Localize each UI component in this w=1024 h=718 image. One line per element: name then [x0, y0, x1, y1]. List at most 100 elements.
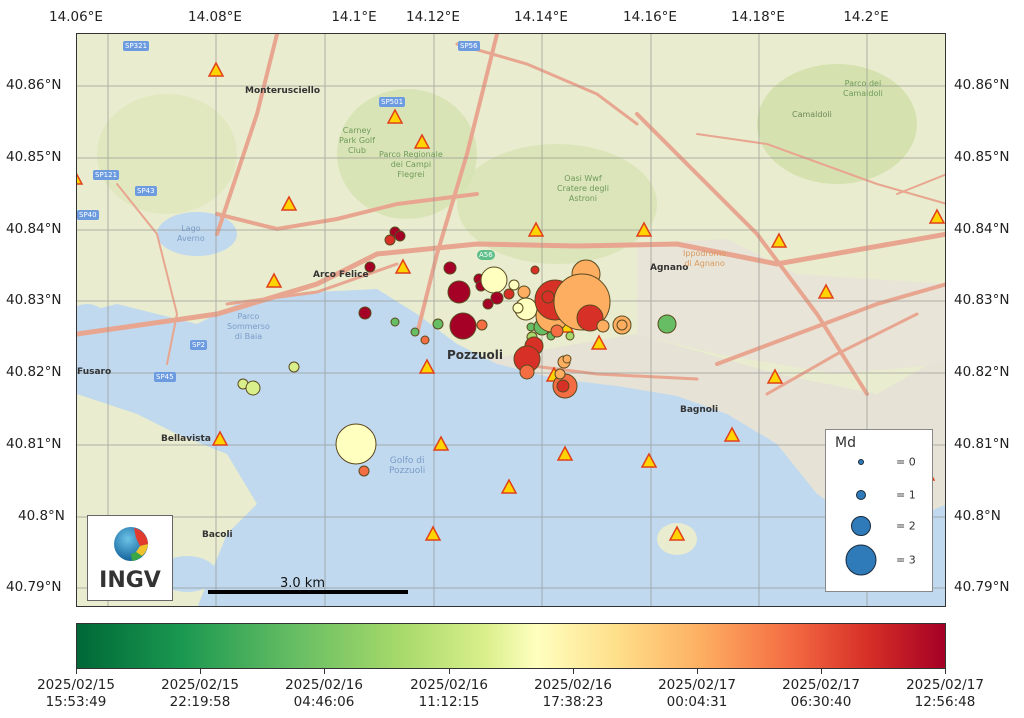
- lon-tick: 14.14°E: [514, 9, 568, 25]
- place-label-pozzuoli: Pozzuoli: [447, 348, 504, 362]
- road-shield: SP43: [135, 186, 157, 196]
- colorbar-label: 2025/02/17 12:56:48: [906, 677, 984, 711]
- colorbar-date: 2025/02/16: [285, 677, 363, 693]
- lat-tick: 40.86°N: [6, 77, 62, 93]
- earthquake-events: [237, 226, 677, 477]
- colorbar-date: 2025/02/17: [906, 677, 984, 693]
- lat-tick: 40.85°N: [6, 149, 62, 165]
- lon-tick: 14.08°E: [188, 9, 242, 25]
- colorbar-tick: [945, 669, 946, 674]
- park-label-carney: Carney Park Golf Club: [339, 126, 375, 155]
- seismicity-map[interactable]: Monterusciello Arco Felice Pozzuoli Agna…: [76, 33, 946, 607]
- lat-tick: 40.83°N: [954, 292, 1010, 308]
- colorbar-date: 2025/02/17: [782, 677, 860, 693]
- place-label-fusaro: Fusaro: [77, 367, 112, 377]
- park-label-campi-flegrei: Parco Regionale dei Campi Flegrei: [379, 150, 443, 179]
- map-canvas: [77, 34, 945, 606]
- colorbar-date: 2025/02/15: [37, 677, 115, 693]
- colorbar-date: 2025/02/17: [658, 677, 736, 693]
- lon-tick: 14.2°E: [843, 9, 889, 25]
- colorbar-time: 04:46:06: [293, 694, 355, 710]
- logo-text: INGV: [99, 568, 161, 593]
- lat-tick: 40.82°N: [6, 364, 62, 380]
- circle-icon: [856, 490, 866, 500]
- place-label-bacoli: Bacoli: [202, 530, 233, 540]
- lat-tick: 40.83°N: [6, 292, 62, 308]
- road-shield: SP56: [458, 41, 480, 51]
- globe-icon: [114, 527, 148, 561]
- colorbar-tick: [200, 669, 201, 674]
- circle-icon: [845, 544, 877, 576]
- lat-tick: 40.84°N: [954, 221, 1010, 237]
- scale-bar-label: 3.0 km: [280, 576, 325, 591]
- place-label-arco-felice: Arco Felice: [313, 270, 369, 280]
- water-label-lago-averno: Lago Averno: [177, 224, 205, 243]
- circle-icon: [851, 516, 871, 536]
- lon-tick: 14.06°E: [49, 9, 103, 25]
- place-label-monterusciello: Monterusciello: [245, 86, 321, 96]
- lat-tick: 40.86°N: [954, 77, 1010, 93]
- colorbar-label: 2025/02/16 04:46:06: [285, 677, 363, 711]
- colorbar-time: 00:04:31: [666, 694, 728, 710]
- label-ippodromo: Ippodromo di Agnano: [683, 249, 727, 268]
- lat-tick: 40.79°N: [954, 579, 1010, 595]
- legend-label: = 2: [896, 519, 916, 533]
- legend-title: Md: [835, 435, 856, 451]
- lon-tick: 14.18°E: [731, 9, 785, 25]
- legend-label: = 0: [896, 455, 916, 469]
- colorbar-label: 2025/02/17 06:30:40: [782, 677, 860, 711]
- lat-tick: 40.8°N: [954, 508, 1001, 524]
- colorbar-label: 2025/02/16 17:38:23: [534, 677, 612, 711]
- colorbar-label: 2025/02/15 22:19:58: [161, 677, 239, 711]
- scale-bar: [208, 590, 408, 594]
- colorbar-date: 2025/02/15: [161, 677, 239, 693]
- colorbar-time: 15:53:49: [45, 694, 107, 710]
- colorbar-time: 17:38:23: [542, 694, 604, 710]
- colorbar-time: 06:30:40: [790, 694, 852, 710]
- lat-tick: 40.82°N: [954, 364, 1010, 380]
- road-shield: SP45: [154, 372, 176, 382]
- lat-tick: 40.81°N: [6, 436, 62, 452]
- lon-tick: 14.12°E: [406, 9, 460, 25]
- colorbar-tick: [76, 669, 77, 674]
- circle-icon: [858, 459, 864, 465]
- road-shield: SP40: [77, 210, 99, 220]
- colorbar-time: 22:19:58: [169, 694, 231, 710]
- lat-tick: 40.8°N: [18, 508, 65, 524]
- colorbar-label: 2025/02/15 15:53:49: [37, 677, 115, 711]
- ingv-logo: INGV: [87, 515, 173, 601]
- water-label-parco-sommerso: Parco Sommerso di Baia: [227, 312, 270, 341]
- colorbar-date: 2025/02/16: [410, 677, 488, 693]
- lat-tick: 40.79°N: [6, 579, 62, 595]
- colorbar-label: 2025/02/17 00:04:31: [658, 677, 736, 711]
- lon-tick: 14.16°E: [623, 9, 677, 25]
- place-label-camaldoli: Camaldoli: [792, 110, 832, 119]
- magnitude-legend: Md = 0 = 1 = 2 = 3: [825, 429, 933, 592]
- colorbar-tick: [697, 669, 698, 674]
- colorbar-date: 2025/02/16: [534, 677, 612, 693]
- colorbar-label: 2025/02/16 11:12:15: [410, 677, 488, 711]
- road-shield: A56: [477, 250, 495, 260]
- lat-tick: 40.81°N: [954, 436, 1010, 452]
- colorbar-tick: [324, 669, 325, 674]
- legend-label: = 3: [896, 553, 916, 567]
- place-label-bellavista: Bellavista: [161, 434, 211, 444]
- colorbar-tick: [449, 669, 450, 674]
- place-label-bagnoli: Bagnoli: [680, 405, 719, 415]
- road-shield: SP2: [190, 340, 208, 350]
- place-label-agnano: Agnano: [650, 263, 689, 273]
- colorbar-tick: [573, 669, 574, 674]
- lon-tick: 14.1°E: [331, 9, 377, 25]
- road-shield: SP321: [123, 41, 150, 51]
- colorbar-tick: [821, 669, 822, 674]
- time-colorbar: [76, 623, 946, 669]
- colorbar-time: 11:12:15: [418, 694, 480, 710]
- park-label-astroni: Oasi Wwf Cratere degli Astroni: [557, 174, 609, 203]
- water-label-golfo: Golfo di Pozzuoli: [389, 456, 426, 476]
- legend-label: = 1: [896, 488, 916, 502]
- road-shield: SP121: [93, 170, 120, 180]
- lat-tick: 40.85°N: [954, 149, 1010, 165]
- colorbar-time: 12:56:48: [914, 694, 976, 710]
- road-shield: SP501: [379, 97, 406, 107]
- park-label-camaldoli: Parco dei Camaldoli: [843, 79, 883, 98]
